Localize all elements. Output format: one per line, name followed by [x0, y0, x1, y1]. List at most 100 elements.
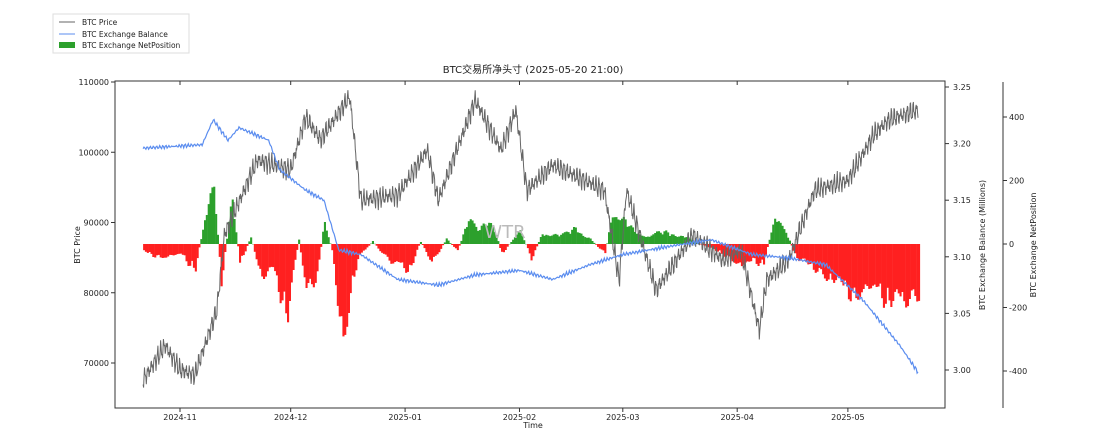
netposition-bar	[619, 220, 622, 244]
netposition-bar	[359, 244, 362, 255]
netposition-bar	[202, 229, 205, 244]
netposition-bar	[432, 244, 435, 257]
netposition-bar	[571, 229, 574, 244]
netposition-bar	[632, 227, 635, 244]
netposition-bar	[589, 238, 592, 244]
netposition-bar	[851, 244, 854, 292]
netposition-bar	[150, 244, 153, 254]
netposition-bar	[868, 244, 871, 289]
netposition-bar	[654, 233, 657, 244]
netposition-bar	[143, 244, 146, 251]
y-right-tick-label: 3.20	[953, 140, 971, 149]
netposition-bar	[785, 232, 788, 244]
netposition-bar	[436, 244, 439, 255]
y-left-tick-label: 80000	[84, 289, 109, 298]
netposition-bar	[820, 244, 823, 270]
netposition-bar	[482, 223, 485, 244]
netposition-bar	[670, 234, 673, 244]
netposition-bar	[663, 231, 666, 244]
y-right2-tick-label: 400	[1009, 113, 1024, 122]
netposition-bar	[523, 240, 526, 244]
netposition-bar	[233, 219, 236, 244]
netposition-bar	[617, 219, 620, 244]
netposition-bar	[246, 244, 249, 246]
netposition-bar	[554, 233, 557, 244]
netposition-bar	[587, 237, 590, 244]
netposition-bar	[344, 244, 347, 335]
netposition-bar	[167, 244, 170, 257]
netposition-bar	[877, 244, 880, 287]
netposition-bar	[639, 234, 642, 244]
netposition-bar	[360, 244, 363, 253]
netposition-bar	[497, 241, 500, 244]
netposition-bar	[248, 241, 251, 244]
netposition-bar	[218, 244, 221, 257]
netposition-bar	[196, 244, 199, 259]
netposition-bar	[285, 244, 288, 314]
netposition-bar	[864, 244, 867, 285]
watermark: WTR	[484, 222, 525, 243]
netposition-bar	[453, 244, 456, 247]
netposition-bar	[357, 244, 360, 260]
netposition-bar	[172, 244, 175, 256]
netposition-bar	[547, 235, 550, 244]
netposition-bar	[513, 237, 516, 244]
netposition-bar	[539, 237, 542, 244]
netposition-bar	[816, 244, 819, 272]
netposition-bar	[447, 240, 450, 244]
netposition-bar	[608, 232, 611, 244]
netposition-bar	[454, 244, 457, 249]
netposition-bar	[517, 231, 520, 244]
netposition-bar	[301, 244, 304, 266]
y-right2-tick-label: -400	[1009, 367, 1027, 376]
netposition-bar	[591, 241, 594, 244]
netposition-bar	[768, 239, 771, 244]
netposition-bar	[720, 244, 723, 254]
netposition-bar	[499, 244, 502, 248]
netposition-bar	[456, 244, 459, 251]
netposition-bar	[346, 244, 349, 327]
netposition-bar	[161, 244, 164, 258]
netposition-bar	[198, 244, 201, 248]
netposition-bar	[615, 217, 618, 244]
netposition-bar	[799, 244, 802, 261]
netposition-bar	[449, 243, 452, 244]
netposition-bar	[237, 244, 240, 247]
netposition-bar	[809, 244, 812, 264]
netposition-bar	[316, 244, 319, 272]
netposition-bar	[242, 244, 245, 256]
netposition-bar	[846, 244, 849, 287]
netposition-bar	[263, 244, 266, 279]
netposition-bar	[862, 244, 865, 289]
netposition-bar	[443, 242, 446, 244]
netposition-bar	[390, 244, 393, 264]
netposition-bar	[185, 244, 188, 262]
netposition-bar	[403, 244, 406, 269]
netposition-bar	[740, 244, 743, 267]
netposition-bar	[905, 244, 908, 308]
netposition-bar	[521, 235, 524, 244]
netposition-bar	[294, 244, 297, 260]
netposition-bar	[189, 244, 192, 266]
netposition-bar	[156, 244, 159, 256]
y-right-tick-label: 3.00	[953, 366, 971, 375]
netposition-bar	[598, 244, 601, 249]
netposition-bar	[469, 219, 472, 244]
netposition-bar	[416, 244, 419, 250]
netposition-bar	[680, 235, 683, 244]
y-right-tick-label: 3.25	[953, 83, 971, 92]
netposition-bar	[646, 236, 649, 244]
netposition-bar	[556, 234, 559, 244]
netposition-bar	[279, 244, 282, 304]
netposition-bar	[912, 244, 915, 290]
netposition-bar	[908, 244, 911, 299]
netposition-bar	[152, 244, 155, 257]
netposition-bar	[770, 232, 773, 244]
netposition-bar	[510, 242, 513, 244]
netposition-bar	[187, 244, 190, 266]
netposition-bar	[329, 243, 332, 244]
netposition-bar	[314, 244, 317, 283]
netposition-bar	[812, 244, 815, 270]
netposition-bar	[866, 244, 869, 286]
netposition-bar	[641, 235, 644, 244]
